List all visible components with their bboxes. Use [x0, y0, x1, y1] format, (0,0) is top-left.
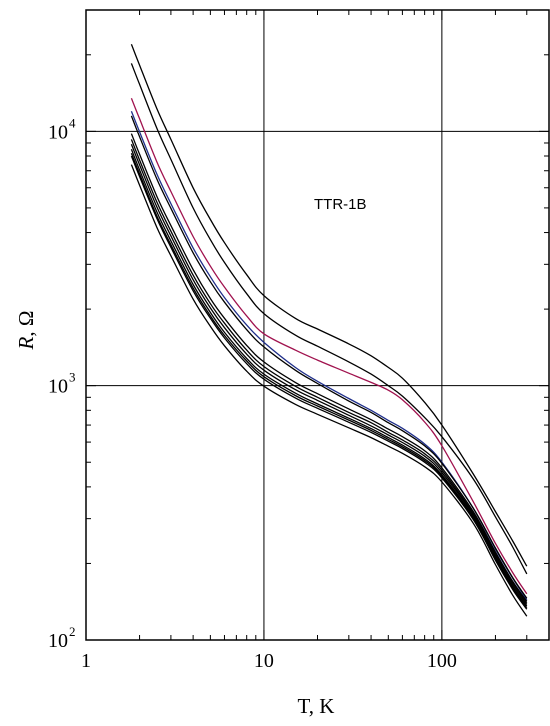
series-line-12 — [130, 153, 528, 609]
y-tick-label-exponent: 2 — [69, 624, 76, 639]
series-line-4 — [130, 110, 528, 601]
series-line-11 — [130, 164, 528, 617]
y-axis-title-symbol: R — [14, 336, 38, 350]
series-line-5 — [130, 115, 528, 599]
y-axis-title-unit: , Ω — [14, 311, 38, 337]
x-tick-label: 100 — [427, 650, 457, 672]
series-line-1 — [130, 44, 528, 567]
series-line-3 — [130, 97, 528, 595]
x-tick-label: 10 — [254, 650, 274, 672]
y-tick-label-base: 10 — [48, 630, 68, 652]
series-line-2 — [130, 63, 528, 575]
x-axis-title: T, K — [298, 694, 335, 718]
series-line-8 — [130, 143, 528, 605]
y-tick-label-exponent: 4 — [69, 115, 76, 130]
series-layer — [130, 44, 528, 617]
series-line-6 — [130, 133, 528, 602]
series-line-10 — [130, 155, 528, 610]
grid — [86, 10, 549, 640]
y-tick-label-base: 10 — [48, 376, 68, 398]
ticks — [85, 9, 550, 641]
chart-annotation: TTR-1B — [314, 196, 367, 213]
y-tick-label-exponent: 3 — [69, 370, 76, 385]
y-tick-label-base: 10 — [48, 121, 68, 143]
series-line-7 — [130, 139, 528, 604]
series-line-9 — [130, 149, 528, 607]
x-tick-label: 1 — [81, 650, 91, 672]
y-axis-title: R, Ω — [14, 311, 38, 351]
